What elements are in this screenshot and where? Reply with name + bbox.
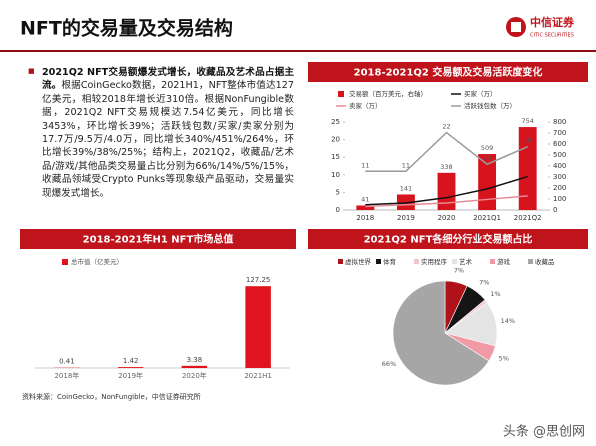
y-tick-label: 15 — [331, 153, 340, 161]
logo-text: 中信证券 — [530, 15, 575, 29]
line — [365, 195, 528, 208]
legend-swatch — [338, 259, 343, 264]
source: 资料来源：CoinGecko，NonFungible，中信证券研究所 — [22, 392, 201, 401]
y2-tick-label: 400 — [553, 162, 566, 170]
legend-swatch — [414, 259, 419, 264]
line — [365, 131, 528, 173]
panel-header — [308, 62, 588, 82]
panel-header — [20, 229, 296, 249]
legend-label: 游戏 — [497, 257, 511, 266]
legend-label: 艺术 — [459, 257, 473, 266]
bar — [356, 205, 375, 210]
y-tick-label: 0 — [336, 206, 340, 214]
panel-title: 2021Q2 NFT各细分行业交易额占比 — [364, 233, 533, 246]
x-tick-label: 2020年 — [182, 371, 207, 380]
bar — [181, 365, 208, 368]
legend-label: 活跃钱包数（万） — [464, 101, 516, 110]
legend-label: 虚拟世界 — [345, 257, 372, 266]
legend-swatch — [62, 259, 68, 265]
legend-swatch — [528, 259, 533, 264]
panel-header — [308, 229, 588, 249]
bar — [478, 154, 497, 210]
legend-label: 收藏品 — [535, 257, 555, 266]
y2-tick-label: 800 — [553, 118, 566, 126]
data-label: 18 — [524, 137, 532, 145]
data-label: 5% — [499, 354, 509, 362]
y2-tick-label: 500 — [553, 151, 566, 159]
bar — [437, 172, 456, 210]
y-tick-label: 25 — [331, 118, 340, 126]
legend-label: 体育 — [383, 257, 397, 266]
bar — [245, 286, 271, 368]
data-label: 3.38 — [187, 356, 203, 364]
legend-label: 实用程序 — [421, 257, 448, 266]
data-label: 7% — [454, 267, 464, 275]
y2-tick-label: 700 — [553, 129, 566, 137]
y2-tick-label: 0 — [553, 206, 557, 214]
data-label: 22 — [442, 123, 450, 131]
y-tick-label: 20 — [331, 136, 340, 144]
bar — [117, 367, 144, 368]
legend-label: 买家（万） — [464, 89, 497, 98]
data-label: 41 — [361, 195, 369, 203]
logo-subtext: CITIC SECURITIES — [530, 33, 574, 39]
x-tick-label: 2018 — [356, 214, 374, 222]
x-tick-label: 2021H1 — [244, 372, 272, 380]
watermark: 头条 @思创网 — [503, 424, 585, 440]
legend-label: 交易额（百万美元，右轴） — [349, 89, 427, 98]
x-tick-label: 2020 — [438, 214, 456, 222]
y2-tick-label: 100 — [553, 195, 566, 203]
y2-tick-label: 300 — [553, 173, 566, 181]
data-label: 754 — [521, 117, 533, 125]
summary: 2021Q2 NFT交易额爆发式增长，收藏品及艺术品占据主流。根据CoinGec… — [42, 66, 294, 200]
legend-swatch — [490, 259, 495, 264]
y-tick-label: 10 — [331, 171, 340, 179]
logo-mark-inner — [511, 22, 521, 32]
legend-swatch — [452, 259, 457, 264]
legend-swatch — [376, 259, 381, 264]
summary-lead: 2021Q2 NFT交易额爆发式增长，收藏品及艺术品占据主流。 — [42, 67, 294, 92]
data-label: 1% — [490, 290, 500, 298]
panel-title: 2018-2021Q2 交易额及交易活跃度变化 — [354, 66, 543, 79]
data-label: 127.25 — [246, 276, 271, 284]
data-label: 14% — [501, 317, 515, 325]
legend-swatch — [338, 91, 344, 97]
bullet: ■ — [28, 67, 35, 75]
data-label: 7% — [479, 278, 489, 286]
pie-slice — [392, 280, 490, 386]
y2-tick-label: 200 — [553, 184, 566, 192]
x-tick-label: 2019年 — [118, 371, 143, 380]
x-tick-label: 2019 — [397, 214, 415, 222]
header-rule — [0, 50, 596, 52]
legend-label: 总市值（亿美元） — [71, 257, 123, 266]
data-label: 11 — [361, 161, 369, 169]
x-tick-label: 2021Q2 — [514, 214, 542, 222]
data-label: 338 — [440, 163, 452, 171]
summary-body: 根据CoinGecko数据，2021H1，NFT整体市值达127亿美元，相较20… — [42, 80, 294, 199]
x-tick-label: 2021Q1 — [473, 214, 501, 222]
data-label: 66% — [382, 360, 396, 368]
data-label: 141 — [400, 184, 412, 192]
panel-title: 2018-2021年H1 NFT市场总值 — [83, 233, 234, 246]
legend-label: 卖家（万） — [349, 101, 382, 110]
data-label: 1.42 — [123, 357, 139, 365]
data-label: 11 — [402, 161, 410, 169]
x-tick-label: 2018年 — [54, 371, 79, 380]
page-title: NFT的交易量及交易结构 — [20, 17, 233, 40]
y2-tick-label: 600 — [553, 140, 566, 148]
y-tick-label: 5 — [336, 188, 340, 196]
data-label: 509 — [481, 144, 493, 152]
data-label: 0.41 — [59, 358, 75, 366]
data-label: 13 — [483, 154, 491, 162]
line — [365, 175, 528, 206]
